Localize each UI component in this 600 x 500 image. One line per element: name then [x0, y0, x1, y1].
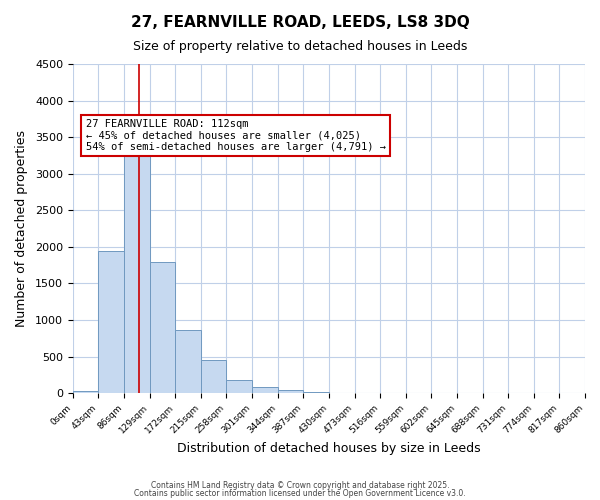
Bar [175, 330, 201, 393]
Y-axis label: Number of detached properties: Number of detached properties [15, 130, 28, 327]
Bar [278, 390, 303, 393]
Text: Contains HM Land Registry data © Crown copyright and database right 2025.: Contains HM Land Registry data © Crown c… [151, 481, 449, 490]
Text: 27 FEARNVILLE ROAD: 112sqm
← 45% of detached houses are smaller (4,025)
54% of s: 27 FEARNVILLE ROAD: 112sqm ← 45% of deta… [86, 119, 386, 152]
Bar [201, 360, 226, 393]
Text: 27, FEARNVILLE ROAD, LEEDS, LS8 3DQ: 27, FEARNVILLE ROAD, LEEDS, LS8 3DQ [131, 15, 469, 30]
Bar [98, 250, 124, 393]
Bar [303, 392, 329, 393]
Bar [73, 391, 98, 393]
X-axis label: Distribution of detached houses by size in Leeds: Distribution of detached houses by size … [177, 442, 481, 455]
Bar [149, 262, 175, 393]
Bar [226, 380, 252, 393]
Text: Size of property relative to detached houses in Leeds: Size of property relative to detached ho… [133, 40, 467, 53]
Text: Contains public sector information licensed under the Open Government Licence v3: Contains public sector information licen… [134, 488, 466, 498]
Bar [124, 136, 149, 393]
Bar [252, 387, 278, 393]
